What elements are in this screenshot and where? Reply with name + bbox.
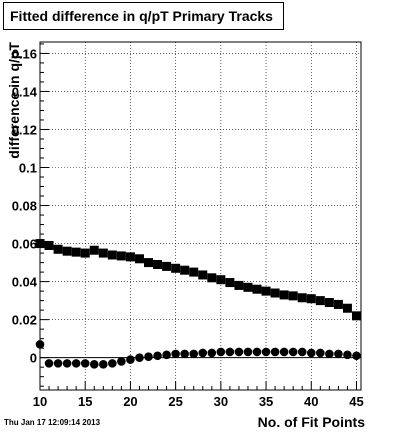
data-point-square	[107, 250, 117, 260]
data-point-circle	[153, 351, 162, 361]
data-point-circle	[297, 347, 307, 357]
data-point-square	[279, 290, 289, 300]
y-tick-label: 0.12	[12, 122, 37, 137]
data-point-circle	[80, 359, 90, 368]
x-tick-label: 30	[214, 394, 228, 409]
data-point-circle	[162, 350, 171, 360]
data-point-square	[351, 311, 361, 321]
data-point-circle	[117, 357, 126, 366]
y-tick-label: 0.04	[12, 275, 38, 290]
data-point-square	[288, 291, 298, 301]
data-point-circle	[53, 359, 63, 368]
data-point-square	[261, 286, 271, 296]
tick-layer: 10 15 20 25 30 35 40 45 0 0.02 0.04 0.06 0.08 0.1 0.12…	[12, 43, 364, 409]
data-point-circle	[334, 349, 343, 359]
data-point-square	[315, 296, 325, 306]
data-point-square	[116, 251, 126, 261]
data-point-circle	[198, 348, 208, 358]
data-point-square	[162, 261, 172, 271]
data-point-circle	[108, 359, 117, 368]
plot-frame	[39, 41, 362, 391]
data-point-square	[270, 288, 280, 298]
y-tick-label: 0.14	[12, 84, 38, 99]
y-tick-label: 0	[30, 351, 37, 366]
data-point-circle	[234, 347, 244, 357]
data-point-square	[171, 263, 181, 273]
y-tick-label: 0.08	[12, 199, 37, 214]
data-point-square	[225, 278, 235, 288]
data-point-square	[189, 267, 199, 277]
data-point-square	[216, 275, 226, 285]
data-point-circle	[316, 348, 325, 358]
data-point-circle	[89, 360, 99, 369]
data-point-circle	[98, 360, 108, 369]
chart-title: Fitted difference in q/pT Primary Tracks	[3, 2, 284, 30]
data-point-square	[71, 247, 81, 257]
data-point-circle	[279, 347, 289, 357]
x-tick-label: 40	[304, 394, 318, 409]
data-point-circle	[325, 349, 334, 359]
data-point-circle	[288, 347, 298, 357]
data-point-square	[234, 280, 244, 290]
x-tick-label: 10	[33, 394, 47, 409]
data-point-circle	[144, 352, 153, 362]
y-tick-label: 0.02	[12, 313, 37, 328]
x-tick-label: 25	[168, 394, 182, 409]
data-point-square	[324, 298, 334, 308]
data-point-square	[125, 252, 135, 262]
data-point-circle	[71, 359, 81, 368]
y-tick-label: 0.16	[12, 46, 37, 61]
data-point-square	[198, 270, 208, 280]
data-point-circle	[189, 349, 199, 359]
data-point-circle	[180, 349, 189, 359]
data-point-circle	[243, 347, 253, 357]
timestamp: Thu Jan 17 12:09:14 2013	[4, 418, 101, 427]
x-tick-label: 45	[349, 394, 363, 409]
data-point-circle	[270, 347, 280, 357]
data-point-square	[297, 293, 307, 303]
data-point-circle	[225, 347, 235, 357]
y-tick-label: 0.1	[19, 161, 37, 176]
data-point-square	[89, 245, 99, 255]
data-point-circle	[252, 347, 262, 357]
data-point-circle	[135, 353, 144, 362]
data-point-square	[144, 258, 154, 268]
x-tick-label: 20	[123, 394, 137, 409]
data-point-circle	[44, 359, 54, 368]
data-point-square	[80, 248, 90, 258]
data-point-square	[207, 273, 217, 283]
data-point-circle	[62, 359, 72, 368]
x-tick-label: 35	[259, 394, 273, 409]
data-layer	[35, 239, 361, 369]
data-point-square	[180, 265, 190, 275]
data-point-square	[252, 284, 262, 294]
data-point-square	[62, 246, 72, 256]
data-point-square	[134, 254, 144, 264]
data-point-circle	[261, 347, 271, 357]
y-tick-label: 0.06	[12, 237, 37, 252]
data-point-circle	[126, 355, 135, 364]
data-point-circle	[343, 350, 352, 360]
data-point-square	[53, 244, 63, 254]
y-axis-label: difference in q/pT	[6, 42, 22, 159]
data-point-square	[44, 240, 54, 250]
data-point-square	[243, 282, 253, 292]
data-point-circle	[216, 347, 226, 357]
grid-layer	[39, 42, 361, 390]
data-point-circle	[352, 351, 361, 361]
x-tick-label: 15	[78, 394, 92, 409]
data-point-circle	[207, 348, 217, 358]
x-axis-label: No. of Fit Points	[258, 414, 366, 430]
data-point-square	[153, 259, 163, 269]
data-point-square	[333, 299, 343, 309]
data-point-circle	[306, 348, 316, 358]
data-point-square	[306, 294, 316, 304]
data-point-square	[342, 303, 352, 313]
data-point-square	[98, 248, 108, 258]
data-point-circle	[171, 349, 180, 359]
